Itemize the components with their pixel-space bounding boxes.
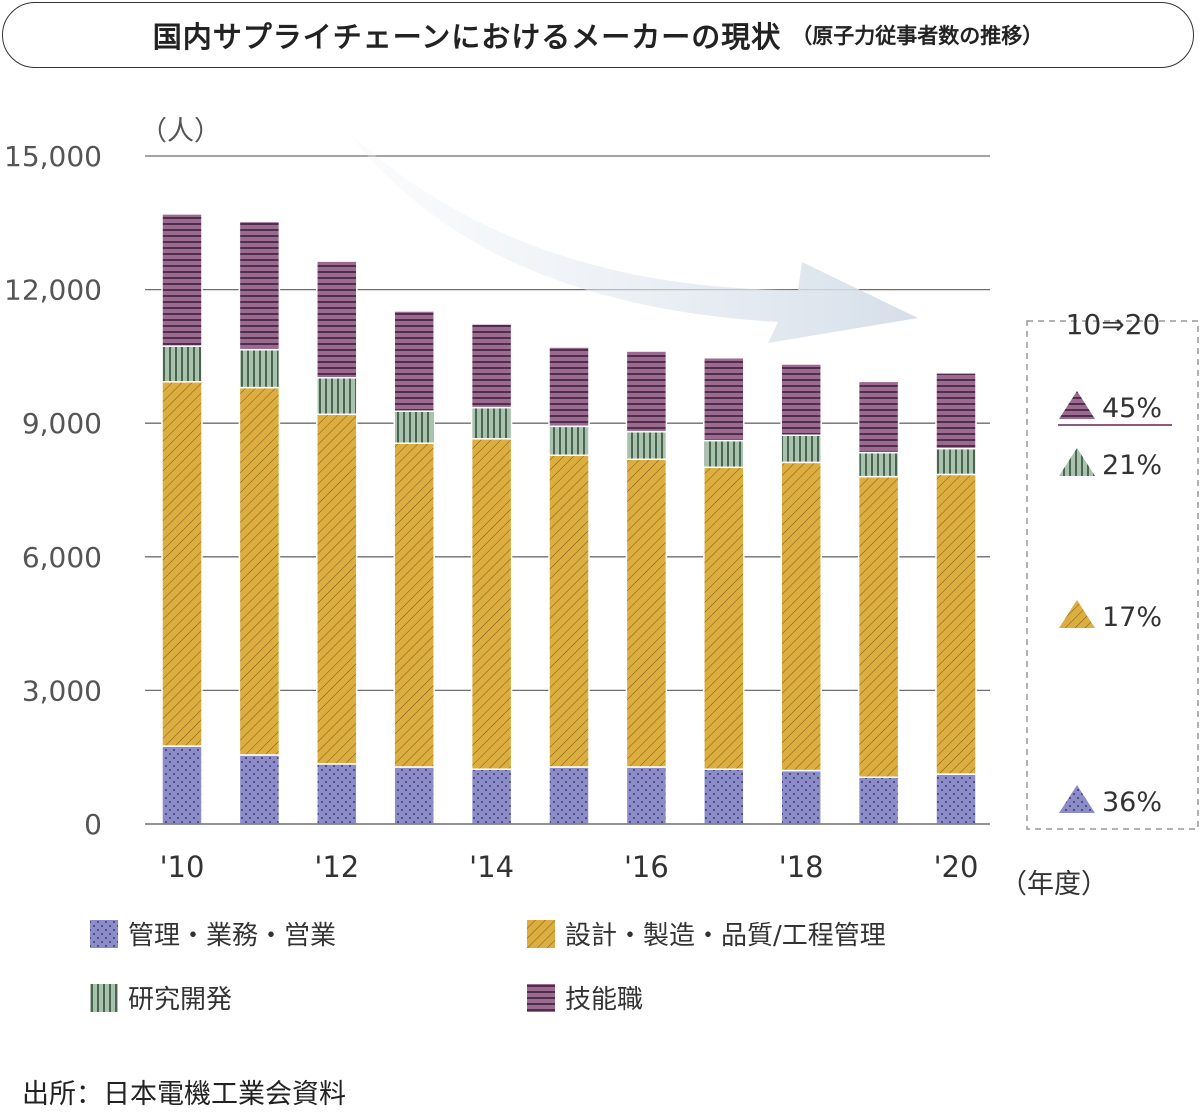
y-tick-label: 9,000	[22, 407, 102, 440]
change-value: 45%	[1102, 393, 1162, 424]
y-tick-label: 0	[84, 808, 102, 841]
bar-segment	[703, 466, 745, 770]
bar-segment	[780, 363, 822, 436]
bar-segment	[393, 766, 435, 825]
change-value: 21%	[1102, 450, 1162, 481]
x-tick-label: '16	[624, 850, 669, 884]
bar-segment	[316, 377, 358, 416]
change-triangle-icon	[1059, 391, 1095, 419]
change-value: 17%	[1102, 602, 1162, 633]
bar-segment	[548, 425, 590, 457]
bar-segment	[625, 766, 668, 825]
bar-segment	[548, 454, 590, 768]
chart-title: 国内サプライチェーンにおけるメーカーの現状	[152, 20, 782, 54]
legend-swatch	[527, 920, 555, 948]
x-axis-label: （年度）	[1000, 869, 1108, 900]
x-tick-label: '10	[160, 850, 205, 884]
x-tick-label: '12	[314, 850, 359, 884]
legend-label: 管理・業務・営業	[128, 921, 336, 951]
bar-segment	[703, 768, 745, 825]
bar-segment	[780, 434, 822, 464]
y-tick-label: 3,000	[22, 674, 102, 707]
source-note: 出所：日本電機工業会資料	[22, 1079, 346, 1110]
bar-segment	[625, 350, 668, 433]
title-box: 国内サプライチェーンにおけるメーカーの現状 （原子力従事者数の推移）	[2, 2, 1194, 68]
bar-segment	[780, 769, 822, 825]
change-triangle-icon	[1059, 600, 1095, 628]
bar-segment	[393, 442, 435, 768]
change-box-frame	[1026, 320, 1199, 830]
bar-segment	[238, 220, 281, 351]
bar-segment	[238, 754, 281, 825]
change-triangle-icon	[1059, 785, 1095, 813]
legend-swatch	[90, 920, 118, 948]
bar-segment	[935, 473, 977, 775]
bar-segment	[935, 447, 977, 476]
y-tick-label: 15,000	[4, 140, 102, 173]
bar-segment	[316, 260, 358, 379]
bar-segment	[935, 372, 977, 450]
change-box-heading: 10⇒20	[1066, 308, 1161, 341]
y-tick-label: 6,000	[22, 541, 102, 574]
bars-layer	[161, 213, 977, 825]
bar-segment	[470, 438, 513, 770]
x-tick-label: '14	[469, 850, 514, 884]
change-value: 36%	[1102, 787, 1162, 818]
bar-segment	[238, 348, 281, 389]
bar-segment	[857, 475, 900, 778]
legend-swatch	[90, 984, 118, 1012]
bar-segment	[316, 763, 358, 825]
legend-label: 設計・製造・品質/工程管理	[565, 921, 886, 951]
bar-segment	[780, 461, 822, 772]
x-tick-label: '18	[779, 850, 824, 884]
legend-label: 研究開発	[128, 985, 232, 1015]
bar-segment	[470, 406, 513, 440]
bar-segment	[316, 413, 358, 765]
bar-segment	[238, 386, 281, 756]
bar-segment	[161, 345, 203, 383]
bar-segment	[625, 430, 668, 461]
bar-segment	[703, 356, 745, 442]
bar-segment	[470, 323, 513, 409]
axis-layer: '10 '12 '14 '16 '18 '20	[145, 823, 990, 884]
bar-segment	[161, 381, 203, 747]
bar-segment	[857, 380, 900, 454]
bar-segment	[470, 768, 513, 825]
change-items: 45% 21% 17% 36%	[1058, 391, 1172, 818]
bar-segment	[393, 410, 435, 444]
bar-segment	[161, 745, 203, 825]
bar-segment	[857, 451, 900, 478]
bar-segment	[625, 458, 668, 768]
bar-segment	[857, 776, 900, 825]
bar-segment	[548, 766, 590, 825]
x-tick-label: '20	[934, 850, 979, 884]
trend-arrow	[348, 132, 918, 343]
bar-segment	[393, 310, 435, 412]
legend-label: 技能職	[565, 985, 643, 1015]
y-unit-label: （人）	[140, 116, 221, 147]
legend-swatch	[527, 984, 555, 1012]
bar-segment	[548, 346, 590, 428]
chart-subtitle: （原子力従事者数の推移）	[791, 24, 1044, 48]
y-tick-label: 12,000	[4, 274, 102, 307]
change-triangle-icon	[1059, 448, 1095, 476]
change-box: 10⇒20 45% 21% 17% 36%	[1026, 308, 1199, 830]
bar-segment	[161, 213, 203, 347]
bar-segment	[935, 773, 977, 825]
bar-segment	[703, 439, 745, 469]
